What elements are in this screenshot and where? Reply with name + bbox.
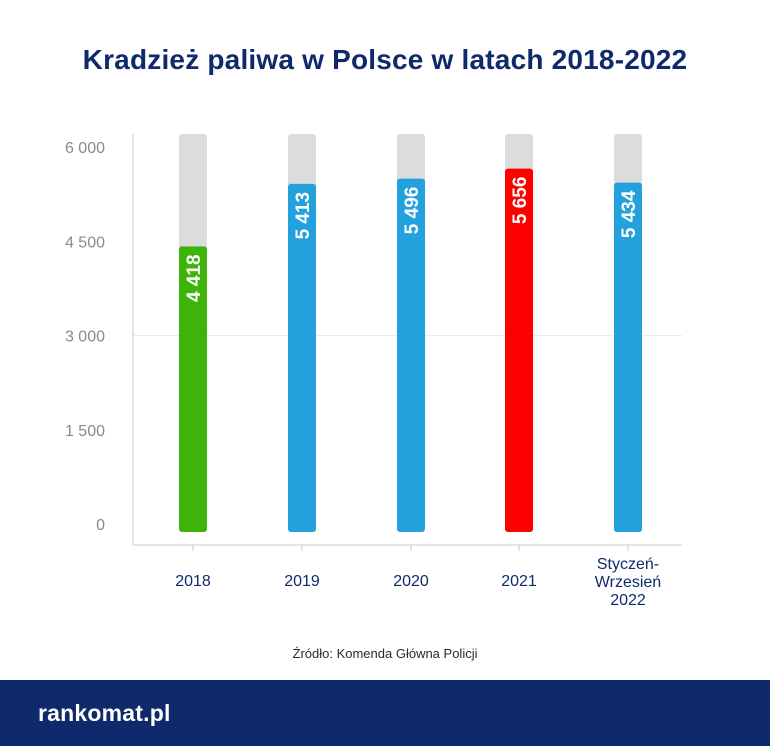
bar-value-label: 4 418 [184,254,205,302]
bar [179,246,207,532]
bar [505,168,533,532]
x-category-label: Wrzesień [595,574,661,591]
x-category-label: 2020 [393,573,429,590]
x-category-label: 2022 [610,592,646,609]
bar-value-label: 5 413 [293,192,314,240]
bar-value-label: 5 496 [402,187,423,235]
rankomat-logo: rankomat.pl [38,700,171,726]
y-tick-label: 6 000 [65,140,105,157]
bar [288,183,316,532]
bar-value-label: 5 434 [619,190,640,238]
x-category-label: 2021 [501,573,537,590]
y-tick-label: 3 000 [65,329,105,346]
bar [614,182,642,532]
x-category-label: 2018 [175,573,211,590]
footer-bar: rankomat.pl [0,680,770,746]
bar-chart: 0 1 500 3 000 4 500 6 000 4 418 2018 5 413 2019 5… [65,134,682,609]
bar [397,178,425,532]
bar-value-label: 5 656 [510,177,531,225]
y-tick-label: 4 500 [65,234,105,251]
chart-title: Kradzież paliwa w Polsce w latach 2018-2… [82,44,688,75]
x-category-label: Styczeń- [597,556,659,573]
source-note: Źródło: Komenda Główna Policji [292,646,478,661]
y-tick-label: 1 500 [65,423,105,440]
y-tick-label: 0 [96,517,105,534]
x-category-label: 2019 [284,573,320,590]
